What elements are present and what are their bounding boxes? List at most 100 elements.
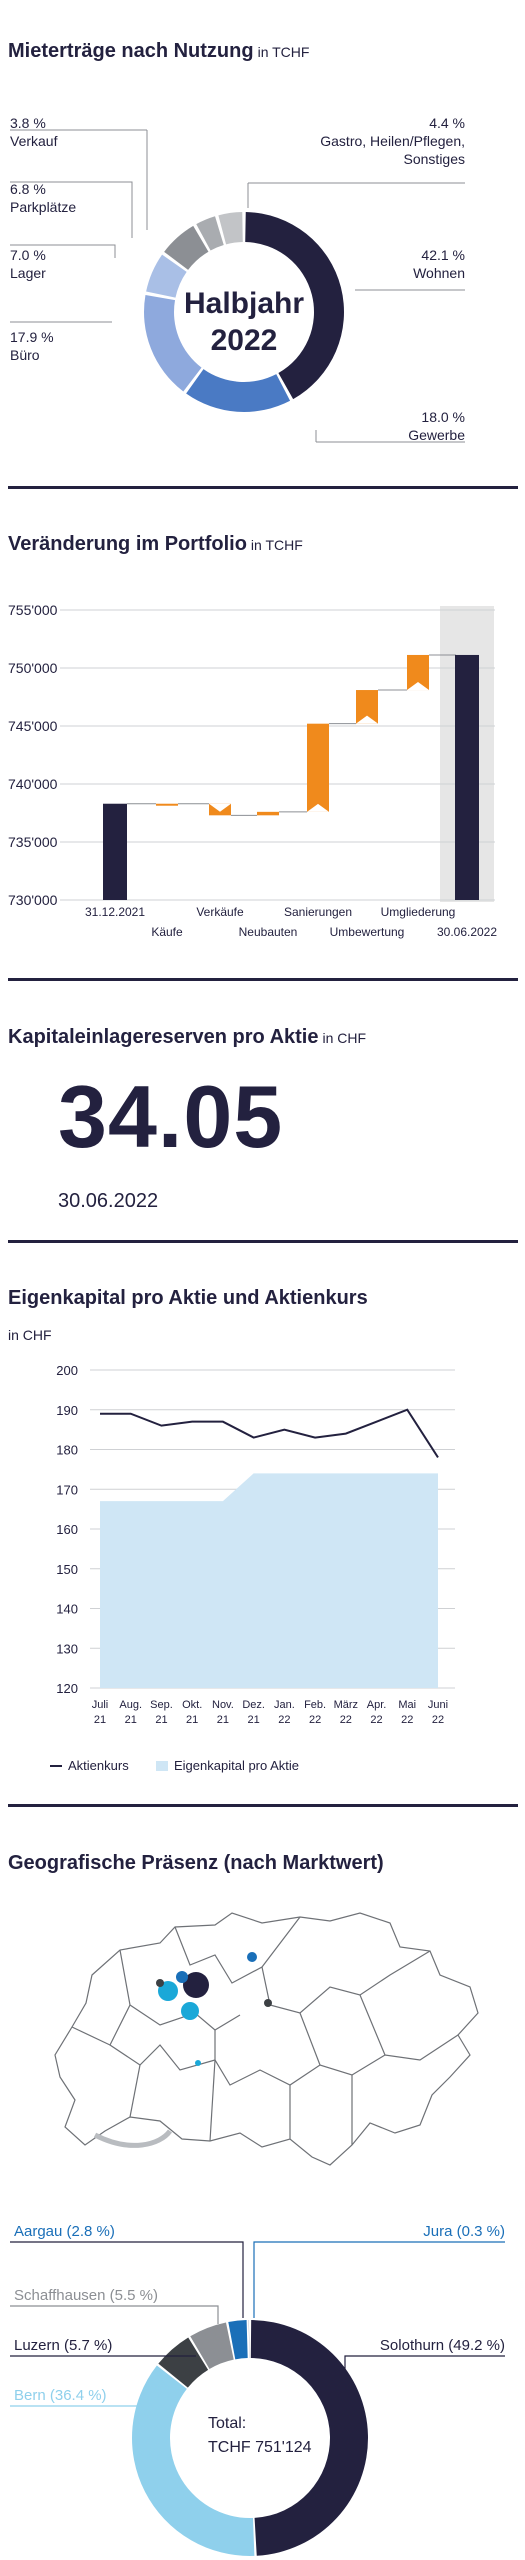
slice-gastro-heilen-pflegen-sonstiges	[218, 212, 243, 245]
x-tick-label: Jan.	[274, 1699, 295, 1711]
label-verkauf: 3.8 % Verkauf	[10, 114, 57, 150]
label-verkauf-pct: 3.8 %	[10, 115, 46, 131]
marker-solothurn	[183, 1972, 209, 1998]
x-tick-label: Apr.	[367, 1699, 387, 1711]
legend-aktienkurs: Aktienkurs	[68, 1758, 129, 1773]
donut-chart-geografie: Aargau (2.8 %) Jura (0.3 %) Schaffhausen…	[10, 2223, 505, 2556]
slice-luzern	[158, 2337, 209, 2388]
y-tick-label: 120	[56, 1681, 78, 1696]
section-title-text: Kapitaleinlagereserven pro Aktie	[8, 1026, 319, 1048]
donut-center-line2: 2022	[211, 324, 278, 357]
x-tick-label: 21	[94, 1714, 106, 1726]
area-eigenkapital	[100, 1473, 438, 1688]
marker-small-1	[176, 1971, 188, 1983]
section-title-text: Veränderung im Portfolio	[8, 533, 247, 555]
y-tick-label: 160	[56, 1522, 78, 1537]
label-gastro-name1: Gastro, Heilen/Pflegen,	[320, 133, 465, 149]
section-divider	[8, 978, 518, 981]
section-unit: in TCHF	[250, 537, 303, 553]
x-tick-label: 30.06.2022	[437, 925, 497, 939]
bar-arrow-notch	[407, 682, 429, 691]
section-unit: in TCHF	[257, 44, 310, 60]
x-tick-label: Aug.	[119, 1699, 142, 1711]
marker-bern-2	[181, 2002, 199, 2020]
x-tick-label: Käufe	[151, 925, 183, 939]
donut2-total-line1: Total:	[208, 2415, 246, 2432]
label-lager: 7.0 % Lager	[10, 246, 46, 282]
slice-parkpl-tze	[164, 225, 209, 270]
x-tick-label: März	[334, 1699, 358, 1711]
x-tick-label: 22	[401, 1714, 413, 1726]
x-tick-label: Sep.	[150, 1699, 173, 1711]
x-tick-label: 31.12.2021	[85, 905, 145, 919]
bar-arrow-notch	[356, 715, 378, 724]
x-tick-label: 22	[432, 1714, 444, 1726]
donut2-label-schaffhausen: Schaffhausen (5.5 %)	[14, 2287, 158, 2304]
label-buero: 17.9 % Büro	[10, 328, 54, 364]
donut2-label-aargau: Aargau (2.8 %)	[14, 2223, 115, 2240]
x-tick-label: Juli	[92, 1699, 109, 1711]
section-divider	[8, 1804, 518, 1807]
section-title-eigenkapital: Eigenkapital pro Aktie und Aktienkurs	[8, 1287, 368, 1310]
x-tick-label: Umbewertung	[330, 925, 405, 939]
bar-sanierungen	[307, 723, 329, 812]
bar-neubauten	[257, 811, 279, 816]
x-tick-label: Mai	[398, 1699, 416, 1711]
section-title-text: Geografische Präsenz (nach Marktwert)	[8, 1852, 384, 1874]
x-tick-label: Juni	[428, 1699, 448, 1711]
section-divider	[8, 1240, 518, 1243]
label-lager-pct: 7.0 %	[10, 247, 46, 263]
y-tick-label: 745'000	[8, 718, 58, 734]
donut2-total-line2: TCHF 751'124	[208, 2439, 312, 2456]
y-tick-label: 755'000	[8, 602, 58, 618]
x-tick-label: 22	[309, 1714, 321, 1726]
section-title-text: Mieterträge nach Nutzung	[8, 40, 254, 62]
section-title-text: Eigenkapital pro Aktie und Aktienkurs	[8, 1287, 368, 1309]
line-chart-eigenkapital: 120 130 140 150 160 170 180 190 200 Juli 21 Aug. 21…	[50, 1363, 455, 1773]
label-wohnen: 42.1 % Wohnen	[413, 246, 465, 282]
donut-chart-nutzung: Halbjahr 2022	[10, 129, 465, 443]
bar-arrow-notch	[209, 803, 231, 812]
y-tick-label: 730'000	[8, 892, 58, 908]
label-parkplaetze-name: Parkplätze	[10, 199, 77, 215]
x-tick-label: Neubauten	[239, 925, 298, 939]
y-tick-label: 200	[56, 1363, 78, 1378]
label-buero-pct: 17.9 %	[10, 329, 54, 345]
x-tick-label: Sanierungen	[284, 905, 352, 919]
x-tick-label: 21	[248, 1714, 260, 1726]
y-tick-label: 170	[56, 1482, 78, 1497]
switzerland-map	[54, 1912, 479, 2166]
y-tick-label: 740'000	[8, 776, 58, 792]
section-unit: in CHF	[8, 1327, 52, 1343]
y-tick-label: 735'000	[8, 834, 58, 850]
y-tick-label: 180	[56, 1443, 78, 1458]
section-title-portfolio: Veränderung im Portfolio in TCHF	[8, 533, 303, 556]
slice-wohnen	[245, 212, 344, 400]
marker-small-3	[247, 1952, 257, 1962]
label-gewerbe-pct: 18.0 %	[421, 409, 465, 425]
label-wohnen-name: Wohnen	[413, 265, 465, 281]
donut2-label-luzern: Luzern (5.7 %)	[14, 2337, 112, 2354]
donut2-label-solothurn: Solothurn (49.2 %)	[380, 2337, 505, 2354]
x-tick-label: 21	[155, 1714, 167, 1726]
legend: Aktienkurs Eigenkapital pro Aktie	[50, 1758, 299, 1773]
x-tick-label: 22	[370, 1714, 382, 1726]
label-gastro-name2: Sonstiges	[403, 151, 465, 167]
label-lager-name: Lager	[10, 265, 46, 281]
section-title-kapitaleinlage: Kapitaleinlagereserven pro Aktie in CHF	[8, 1026, 366, 1049]
marker-small-5	[195, 2060, 201, 2066]
bar-k-ufe	[156, 803, 178, 806]
label-buero-name: Büro	[10, 347, 40, 363]
slice-b-ro	[144, 294, 202, 392]
x-tick-label: Dez.	[242, 1699, 265, 1711]
bar-30-06-2022	[455, 654, 479, 900]
line-aktienkurs	[100, 1408, 439, 1458]
label-parkplaetze-pct: 6.8 %	[10, 181, 46, 197]
y-tick-label: 130	[56, 1641, 78, 1656]
slice-lager	[146, 254, 187, 298]
marker-small-4	[264, 1999, 272, 2007]
label-wohnen-pct: 42.1 %	[421, 247, 465, 263]
bar-arrow-notch	[307, 803, 329, 812]
y-tick-label: 140	[56, 1602, 78, 1617]
x-tick-label: Nov.	[212, 1699, 234, 1711]
